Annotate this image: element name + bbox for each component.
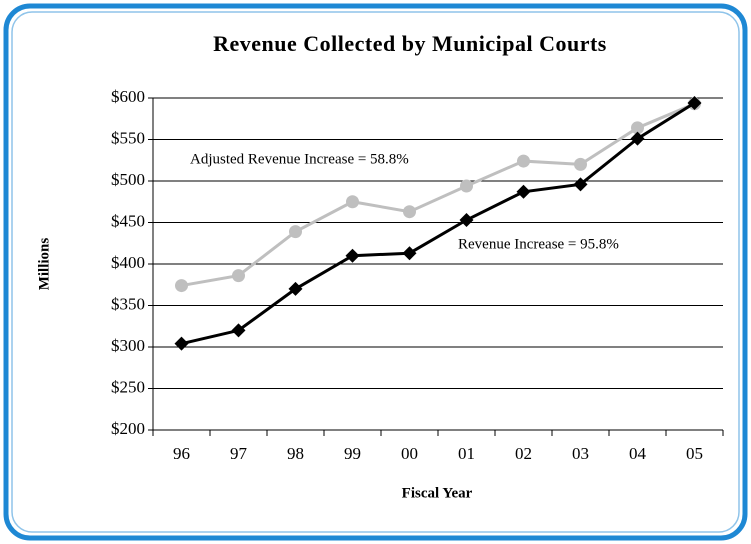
marker: [345, 248, 360, 263]
marker: [631, 121, 644, 135]
x-tick-label: 00: [401, 444, 418, 463]
y-axis-label: Millions: [36, 238, 52, 291]
inner-frame: [11, 11, 740, 533]
series-line: [181, 102, 696, 288]
marker: [459, 213, 474, 228]
y-tick-label: $400: [111, 253, 145, 272]
annotation: Revenue Increase = 95.8%: [458, 236, 619, 252]
marker: [174, 336, 189, 351]
y-tick-label: $550: [111, 128, 145, 147]
x-tick-label: 97: [230, 444, 248, 463]
x-tick-label: 03: [572, 444, 589, 463]
marker: [402, 246, 417, 261]
chart-title: Revenue Collected by Municipal Courts: [213, 31, 607, 56]
y-tick-label: $600: [111, 87, 145, 106]
marker: [573, 177, 588, 192]
x-tick-label: 98: [287, 444, 304, 463]
y-tick-label: $500: [111, 170, 145, 189]
x-tick-label: 01: [458, 444, 475, 463]
marker: [289, 225, 302, 239]
x-tick-label: 02: [515, 444, 532, 463]
y-tick-label: $300: [111, 336, 145, 355]
y-tick-label: $200: [111, 419, 145, 438]
marker: [687, 95, 702, 110]
x-tick-label: 04: [629, 444, 647, 463]
marker: [346, 195, 359, 209]
marker: [460, 179, 473, 193]
marker: [630, 131, 645, 146]
x-tick-label: 05: [686, 444, 703, 463]
x-axis-label: Fiscal Year: [402, 485, 473, 501]
y-tick-label: $250: [111, 377, 145, 396]
series-line: [181, 101, 696, 346]
x-tick-label: 99: [344, 444, 361, 463]
y-tick-label: $450: [111, 211, 145, 230]
marker: [516, 184, 531, 199]
y-tick-label: $350: [111, 294, 145, 313]
x-tick-label: 96: [173, 444, 190, 463]
marker: [574, 157, 587, 171]
marker: [232, 269, 245, 283]
marker: [175, 279, 188, 293]
annotation: Adjusted Revenue Increase = 58.8%: [190, 151, 409, 167]
marker: [288, 281, 303, 296]
marker: [231, 323, 246, 338]
marker: [517, 154, 530, 168]
marker: [403, 205, 416, 219]
